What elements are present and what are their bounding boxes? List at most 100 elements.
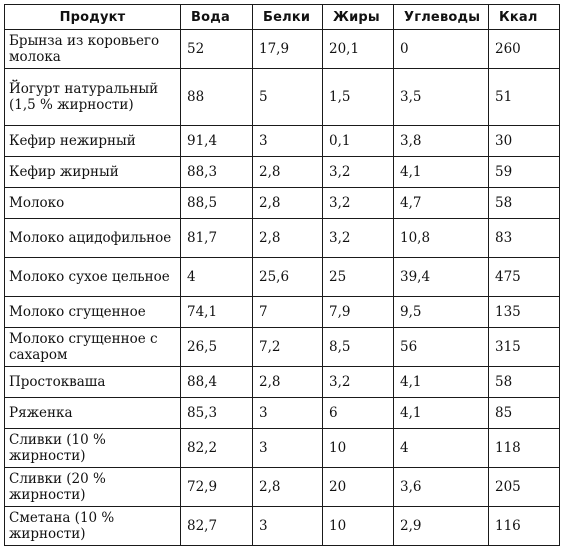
table-row: Молоко 88,5 2,8 3,2 4,7 58	[4, 187, 560, 219]
water-value: 81,7	[180, 218, 253, 258]
protein-value: 3	[252, 397, 323, 429]
protein-value: 2,8	[252, 467, 323, 507]
carbs-value: 3,5	[393, 68, 489, 126]
water-value: 52	[180, 29, 253, 69]
protein-value: 7,2	[252, 327, 323, 367]
carbs-value: 10,8	[393, 218, 489, 258]
header-row: Продукт Вода Белки Жиры Углеводы Ккал	[4, 4, 560, 30]
fat-value: 1,5	[322, 68, 394, 126]
fat-value: 3,2	[322, 156, 394, 188]
fat-value: 7,9	[322, 296, 394, 328]
table-row: Молоко сухое цельное 4 25,6 25 39,4 475	[4, 257, 560, 297]
fat-value: 25	[322, 257, 394, 297]
carbs-value: 9,5	[393, 296, 489, 328]
water-value: 74,1	[180, 296, 253, 328]
table-row: Молоко ацидофильное 81,7 2,8 3,2 10,8 83	[4, 218, 560, 258]
fat-value: 3,2	[322, 187, 394, 219]
carbs-value: 4,7	[393, 187, 489, 219]
kcal-value: 85	[488, 397, 560, 429]
header-carbs: Углеводы	[393, 4, 489, 30]
fat-value: 20,1	[322, 29, 394, 69]
carbs-value: 2,9	[393, 506, 489, 546]
water-value: 72,9	[180, 467, 253, 507]
water-value: 26,5	[180, 327, 253, 367]
carbs-value: 0	[393, 29, 489, 69]
protein-value: 2,8	[252, 366, 323, 398]
protein-value: 2,8	[252, 187, 323, 219]
product-name: Кефир жирный	[4, 156, 181, 188]
carbs-value: 3,8	[393, 125, 489, 157]
protein-value: 5	[252, 68, 323, 126]
carbs-value: 4,1	[393, 156, 489, 188]
kcal-value: 51	[488, 68, 560, 126]
table-row: Сливки (10 % жирности) 82,2 3 10 4 118	[4, 428, 560, 468]
fat-value: 10	[322, 506, 394, 546]
product-name: Простокваша	[4, 366, 181, 398]
kcal-value: 205	[488, 467, 560, 507]
kcal-value: 58	[488, 366, 560, 398]
water-value: 88,4	[180, 366, 253, 398]
product-name: Молоко ацидофильное	[4, 218, 181, 258]
kcal-value: 59	[488, 156, 560, 188]
kcal-value: 30	[488, 125, 560, 157]
product-name: Брынза из коровьего молока	[4, 29, 181, 69]
table-row: Ряженка 85,3 3 6 4,1 85	[4, 397, 560, 429]
kcal-value: 475	[488, 257, 560, 297]
protein-value: 3	[252, 428, 323, 468]
water-value: 85,3	[180, 397, 253, 429]
nutrition-table: Продукт Вода Белки Жиры Углеводы Ккал Бр…	[4, 4, 560, 546]
product-name: Молоко сгущенное с сахаром	[4, 327, 181, 367]
header-product: Продукт	[4, 4, 181, 30]
table-row: Молоко сгущенное с сахаром 26,5 7,2 8,5 …	[4, 327, 560, 367]
water-value: 88,5	[180, 187, 253, 219]
protein-value: 3	[252, 125, 323, 157]
kcal-value: 83	[488, 218, 560, 258]
protein-value: 25,6	[252, 257, 323, 297]
table-row: Молоко сгущенное 74,1 7 7,9 9,5 135	[4, 296, 560, 328]
product-name: Сливки (10 % жирности)	[4, 428, 181, 468]
protein-value: 17,9	[252, 29, 323, 69]
product-name: Ряженка	[4, 397, 181, 429]
table-row: Кефир нежирный 91,4 3 0,1 3,8 30	[4, 125, 560, 157]
kcal-value: 260	[488, 29, 560, 69]
carbs-value: 56	[393, 327, 489, 367]
table-row: Простокваша 88,4 2,8 3,2 4,1 58	[4, 366, 560, 398]
kcal-value: 58	[488, 187, 560, 219]
header-water: Вода	[180, 4, 253, 30]
table-row: Кефир жирный 88,3 2,8 3,2 4,1 59	[4, 156, 560, 188]
product-name: Молоко	[4, 187, 181, 219]
table-row: Брынза из коровьего молока 52 17,9 20,1 …	[4, 29, 560, 69]
product-name: Сливки (20 % жирности)	[4, 467, 181, 507]
carbs-value: 4,1	[393, 397, 489, 429]
water-value: 82,2	[180, 428, 253, 468]
kcal-value: 116	[488, 506, 560, 546]
water-value: 82,7	[180, 506, 253, 546]
water-value: 4	[180, 257, 253, 297]
protein-value: 2,8	[252, 156, 323, 188]
product-name: Йогурт натуральный (1,5 % жирности)	[4, 68, 181, 126]
fat-value: 10	[322, 428, 394, 468]
header-fat: Жиры	[322, 4, 394, 30]
fat-value: 8,5	[322, 327, 394, 367]
protein-value: 3	[252, 506, 323, 546]
fat-value: 6	[322, 397, 394, 429]
fat-value: 3,2	[322, 366, 394, 398]
fat-value: 20	[322, 467, 394, 507]
header-protein: Белки	[252, 4, 323, 30]
carbs-value: 39,4	[393, 257, 489, 297]
product-name: Молоко сгущенное	[4, 296, 181, 328]
protein-value: 7	[252, 296, 323, 328]
product-name: Кефир нежирный	[4, 125, 181, 157]
product-name: Сметана (10 % жирности)	[4, 506, 181, 546]
product-name: Молоко сухое цельное	[4, 257, 181, 297]
fat-value: 0,1	[322, 125, 394, 157]
kcal-value: 135	[488, 296, 560, 328]
water-value: 91,4	[180, 125, 253, 157]
table-row: Сливки (20 % жирности) 72,9 2,8 20 3,6 2…	[4, 467, 560, 507]
fat-value: 3,2	[322, 218, 394, 258]
carbs-value: 3,6	[393, 467, 489, 507]
water-value: 88,3	[180, 156, 253, 188]
carbs-value: 4,1	[393, 366, 489, 398]
protein-value: 2,8	[252, 218, 323, 258]
kcal-value: 315	[488, 327, 560, 367]
